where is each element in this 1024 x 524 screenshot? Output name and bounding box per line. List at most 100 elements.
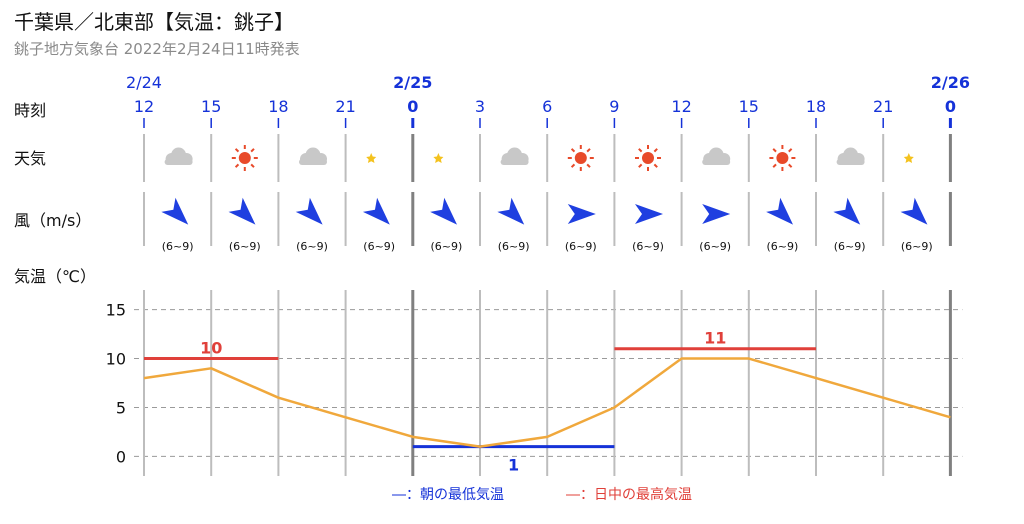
y-tick-label: 5 xyxy=(116,398,126,417)
wind-arrow-head xyxy=(497,197,525,225)
wind-arrow-head xyxy=(766,197,794,225)
issued-subtitle: 銚子地方気象台 2022年2月24日11時発表 xyxy=(14,40,300,58)
sunny-icon xyxy=(231,145,258,171)
hour-label: 21 xyxy=(335,97,355,116)
sun-ray xyxy=(638,163,643,168)
sun-core xyxy=(642,152,654,164)
wind-arrow-head xyxy=(295,197,323,225)
row-label-wind: 風（m/s） xyxy=(14,211,91,230)
max-temp-label: 11 xyxy=(704,329,726,348)
wind-arrow-icon xyxy=(702,204,731,224)
hour-label: 9 xyxy=(609,97,619,116)
wind-arrow-icon xyxy=(766,197,794,225)
sun-ray xyxy=(772,148,777,153)
y-tick-label: 10 xyxy=(106,350,126,369)
wind-speed-range: (6~9) xyxy=(229,240,261,253)
hour-label: 0 xyxy=(407,97,418,116)
sun-ray xyxy=(772,163,777,168)
wind-arrow-icon xyxy=(430,197,458,225)
wind-arrow-head xyxy=(430,197,458,225)
wind-speed-range: (6~9) xyxy=(363,240,395,253)
wind-speed-range: (6~9) xyxy=(565,240,597,253)
sun-ray xyxy=(586,148,591,153)
sun-ray xyxy=(586,163,591,168)
hour-label: 12 xyxy=(671,97,691,116)
sunny-icon xyxy=(635,145,661,171)
hour-label: 21 xyxy=(873,97,893,116)
sun-ray xyxy=(570,148,576,153)
row-label-temp: 気温（℃） xyxy=(14,267,96,286)
star-shape xyxy=(433,153,444,163)
sun-ray xyxy=(250,163,255,168)
sun-core xyxy=(776,152,789,164)
y-tick-label: 0 xyxy=(116,447,126,466)
sun-ray xyxy=(250,148,255,153)
sun-ray xyxy=(788,148,793,153)
sun-ray xyxy=(653,163,658,168)
wind-arrow-icon xyxy=(295,197,323,225)
date-label: 2/24 xyxy=(126,73,162,92)
hour-label: 18 xyxy=(268,97,288,116)
cloudy-icon xyxy=(500,147,529,165)
wind-speed-range: (6~9) xyxy=(296,240,328,253)
date-label: 2/26 xyxy=(931,73,970,92)
y-tick-label: 15 xyxy=(106,301,126,320)
sun-ray xyxy=(234,148,240,153)
wind-arrow-icon xyxy=(900,197,928,225)
sunny-icon xyxy=(769,145,796,171)
cloudy-icon xyxy=(299,147,327,165)
wind-speed-range: (6~9) xyxy=(699,240,731,253)
wind-arrow-head xyxy=(900,197,928,225)
cloud-base xyxy=(702,159,731,165)
cloud-base xyxy=(500,159,529,165)
wind-arrow-head xyxy=(567,204,596,224)
star-shape xyxy=(903,153,914,163)
wind-speed-range: (6~9) xyxy=(834,240,866,253)
wind-speed-range: (6~9) xyxy=(632,240,664,253)
wind-arrow-head xyxy=(228,197,256,225)
hour-label: 12 xyxy=(134,97,154,116)
legend-max-temp: ―：日中の最高気温 xyxy=(566,487,692,503)
wind-arrow-head xyxy=(635,204,663,224)
wind-arrow-icon xyxy=(362,197,390,225)
wind-arrow-icon xyxy=(497,197,525,225)
sun-core xyxy=(574,152,587,164)
cloud-base xyxy=(299,159,327,165)
hour-label: 15 xyxy=(739,97,759,116)
clear-night-icon xyxy=(433,147,452,169)
sun-ray xyxy=(570,163,576,168)
wind-speed-range: (6~9) xyxy=(901,240,933,253)
cloud-base xyxy=(164,159,193,165)
row-label-weather: 天気 xyxy=(14,149,46,168)
cloudy-icon xyxy=(702,147,731,165)
hour-label: 6 xyxy=(542,97,552,116)
wind-speed-range: (6~9) xyxy=(162,240,194,253)
sun-ray xyxy=(788,163,793,168)
sun-ray xyxy=(234,163,240,168)
cloudy-icon xyxy=(836,147,865,165)
wind-arrow-head xyxy=(833,197,861,225)
clear-night-icon xyxy=(903,147,922,169)
wind-speed-range: (6~9) xyxy=(431,240,463,253)
sunny-icon xyxy=(567,145,594,171)
sun-core xyxy=(238,152,251,164)
min-temp-label: 1 xyxy=(508,456,519,475)
wind-speed-range: (6~9) xyxy=(767,240,799,253)
wind-arrow-head xyxy=(702,204,731,224)
wind-arrow-icon xyxy=(228,197,256,225)
legend-min-temp: ―：朝の最低気温 xyxy=(392,487,504,503)
hour-label: 18 xyxy=(806,97,826,116)
wind-arrow-head xyxy=(362,197,390,225)
star-shape xyxy=(366,153,377,163)
wind-arrow-head xyxy=(161,197,189,225)
sun-ray xyxy=(638,148,643,153)
row-label-time: 時刻 xyxy=(14,101,46,120)
sun-ray xyxy=(653,148,658,153)
cloudy-icon xyxy=(164,147,193,165)
date-label: 2/25 xyxy=(393,73,432,92)
hour-label: 0 xyxy=(945,97,956,116)
wind-arrow-icon xyxy=(635,204,663,224)
max-temp-label: 10 xyxy=(200,339,222,358)
page-title: 千葉県／北東部【気温：銚子】 xyxy=(14,10,294,34)
